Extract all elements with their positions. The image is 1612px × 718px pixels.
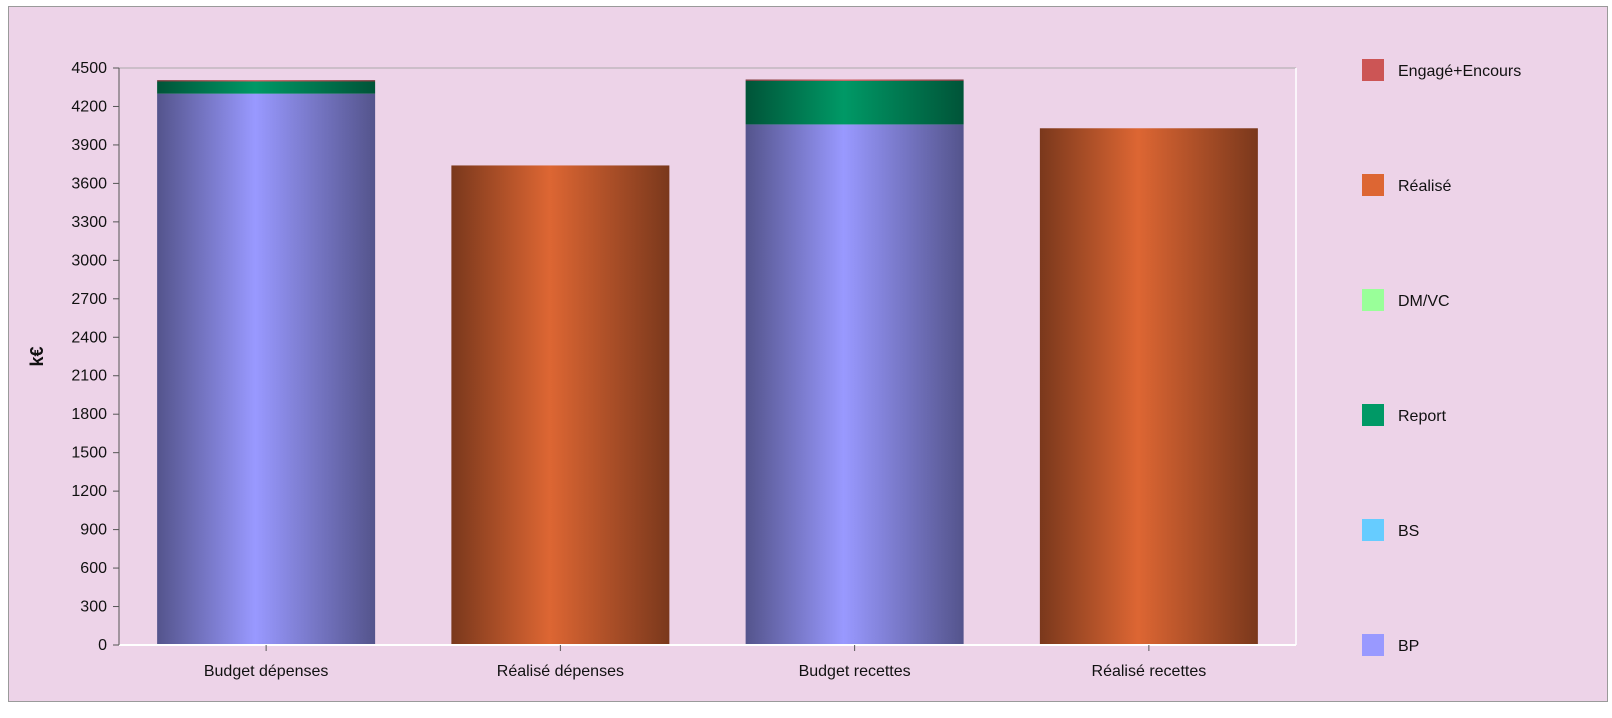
legend-label: DM/VC [1398, 293, 1450, 310]
bar-segment-r-alis--3 [1039, 128, 1258, 646]
legend: Engagé+Encours Réalisé DM/VC Report BS BP [1362, 59, 1521, 656]
y-tick-label: 1500 [71, 445, 107, 462]
bar-segment-engag-encours-0 [157, 80, 376, 82]
legend-label: Réalisé [1398, 178, 1451, 195]
y-tick-label: 2100 [71, 368, 107, 385]
y-axis-ticks: 0 300 600 900 1200 1500 1800 2100 2400 2700 3000 33… [71, 60, 119, 654]
legend-swatch-r-alis- [1362, 174, 1384, 196]
bar-segment-bp-0 [157, 93, 376, 645]
y-tick-label: 900 [80, 522, 107, 539]
x-tick-label: Réalisé recettes [1092, 663, 1207, 680]
y-tick-label: 2700 [71, 291, 107, 308]
y-tick-label: 4500 [71, 60, 107, 77]
y-tick-label: 3600 [71, 175, 107, 192]
legend-label: Engagé+Encours [1398, 63, 1521, 80]
bar-segment-report-0 [157, 81, 376, 94]
legend-swatch-bp [1362, 634, 1384, 656]
x-tick-label: Réalisé dépenses [497, 663, 624, 680]
stacked-bar-chart: 0 300 600 900 1200 1500 1800 2100 2400 2700 3000 33… [27, 59, 1521, 680]
legend-label: BP [1398, 638, 1419, 655]
y-axis-label: k€ [27, 346, 47, 366]
x-axis-ticks: Budget dépenses Réalisé dépenses Budget re… [204, 645, 1206, 680]
legend-label: Report [1398, 408, 1447, 425]
y-tick-label: 600 [80, 560, 107, 577]
y-tick-label: 2400 [71, 329, 107, 346]
legend-swatch-bs [1362, 519, 1384, 541]
bar-segment-r-alis--1 [451, 165, 670, 645]
legend-swatch-report [1362, 404, 1384, 426]
bar-segment-report-2 [745, 80, 964, 125]
y-tick-label: 3300 [71, 214, 107, 231]
legend-swatch-engag-encours [1362, 59, 1384, 81]
chart-frame: 0 300 600 900 1200 1500 1800 2100 2400 2700 3000 33… [8, 6, 1608, 702]
y-tick-label: 3900 [71, 137, 107, 154]
bar-segment-engag-encours-2 [745, 79, 964, 81]
y-tick-label: 1800 [71, 406, 107, 423]
y-tick-label: 300 [80, 599, 107, 616]
legend-label: BS [1398, 523, 1419, 540]
y-tick-label: 4200 [71, 98, 107, 115]
y-tick-label: 1200 [71, 483, 107, 500]
bar-segment-bp-2 [745, 124, 964, 645]
legend-swatch-dm-vc [1362, 289, 1384, 311]
y-tick-label: 0 [98, 637, 107, 654]
x-tick-label: Budget recettes [799, 663, 911, 680]
y-tick-label: 3000 [71, 252, 107, 269]
bars-layer [157, 79, 1258, 646]
x-tick-label: Budget dépenses [204, 663, 329, 680]
